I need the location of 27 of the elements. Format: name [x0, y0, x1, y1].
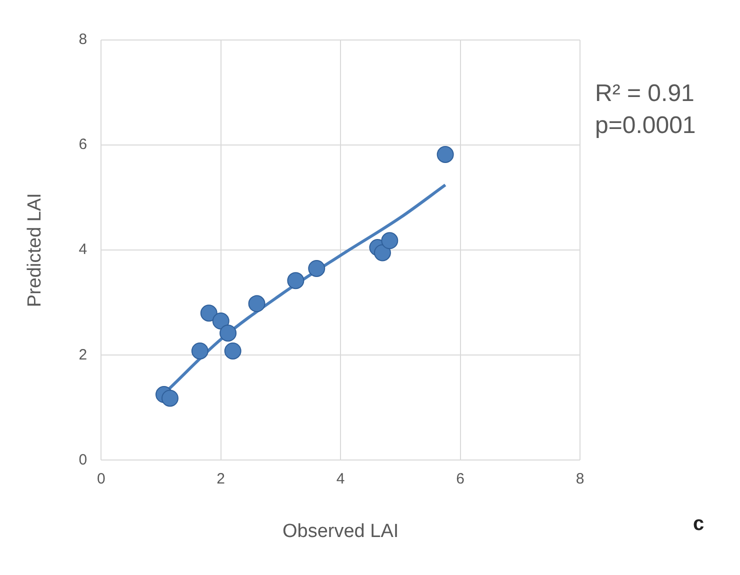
point — [200, 304, 218, 322]
x-tick-label: 6 — [456, 470, 464, 488]
x-tick-label: 4 — [336, 470, 345, 488]
text: R² = 0.91 — [595, 80, 694, 108]
point — [161, 390, 178, 407]
point — [220, 324, 237, 342]
point — [287, 272, 304, 290]
point — [212, 312, 230, 330]
y-tick-label: 2 — [78, 346, 88, 364]
point — [224, 342, 242, 360]
point — [436, 146, 454, 164]
text: p=0.0001 — [595, 112, 696, 140]
point — [191, 342, 208, 360]
point — [381, 232, 398, 250]
y-tick-label: 8 — [78, 31, 88, 48]
point — [248, 295, 266, 312]
y-tick-label: 0 — [78, 451, 88, 468]
point — [308, 260, 326, 277]
point — [374, 244, 391, 262]
x-tick-label: 8 — [576, 470, 584, 488]
x-tick-label: 2 — [216, 470, 226, 488]
y-tick-label: 4 — [78, 241, 88, 258]
text: c — [693, 513, 704, 536]
x-tick-label: 0 — [96, 470, 106, 488]
y-axis-title: Predicted LAI — [24, 193, 46, 308]
x-axis-title: Observed LAI — [282, 520, 399, 542]
y-tick-label: 6 — [78, 136, 88, 154]
